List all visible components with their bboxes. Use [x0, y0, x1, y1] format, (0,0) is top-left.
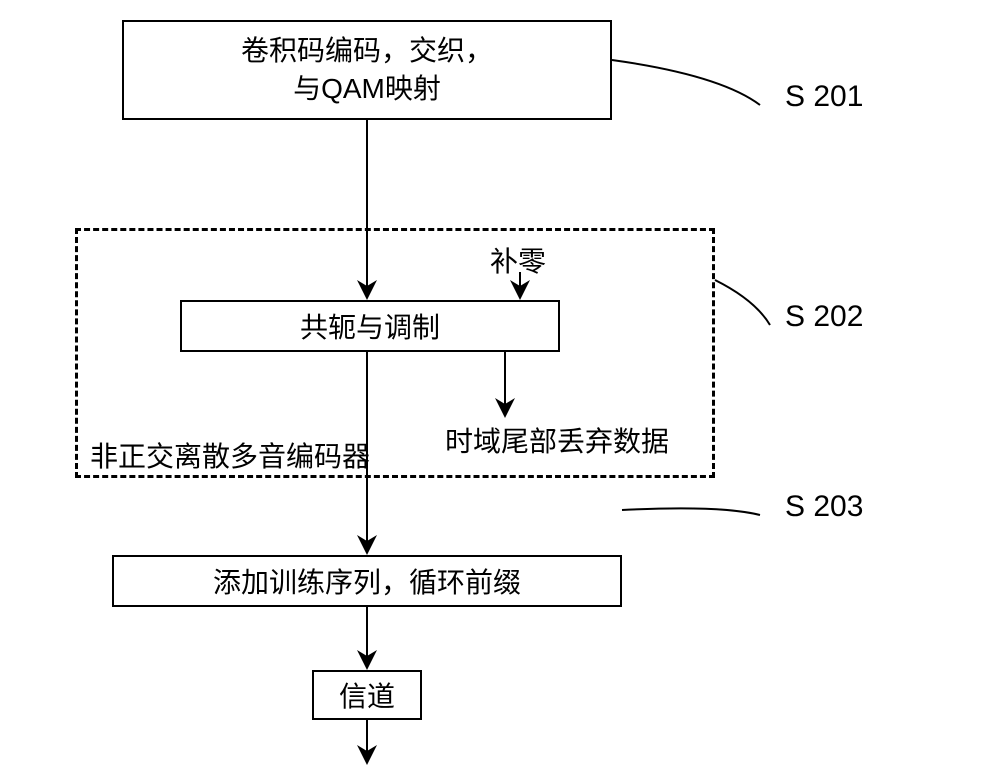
step-label-s203: S 203 — [785, 490, 863, 524]
box-channel-text: 信道 — [339, 675, 395, 715]
box-s201-line2: 与QAM映射 — [241, 70, 493, 108]
label-encoder-name: 非正交离散多音编码器 — [90, 435, 370, 475]
box-s201: 卷积码编码，交织， 与QAM映射 — [122, 20, 612, 120]
label-tail-discard: 时域尾部丢弃数据 — [445, 420, 669, 460]
box-channel: 信道 — [312, 670, 422, 720]
label-zero-pad: 补零 — [490, 240, 546, 280]
step-label-s201: S 201 — [785, 80, 863, 114]
curve-to-s202 — [715, 280, 770, 325]
diagram-canvas: 卷积码编码，交织， 与QAM映射 补零 共轭与调制 非正交离散多音编码器 时域尾… — [0, 0, 1000, 776]
box-s201-line1: 卷积码编码，交织， — [241, 32, 493, 70]
step-label-s202: S 202 — [785, 300, 863, 334]
box-s202: 共轭与调制 — [180, 300, 560, 352]
curve-to-s203 — [622, 508, 760, 515]
box-s203-text: 添加训练序列，循环前缀 — [213, 561, 521, 601]
box-s203: 添加训练序列，循环前缀 — [112, 555, 622, 607]
curve-to-s201 — [612, 60, 760, 105]
box-s202-text: 共轭与调制 — [300, 306, 440, 346]
